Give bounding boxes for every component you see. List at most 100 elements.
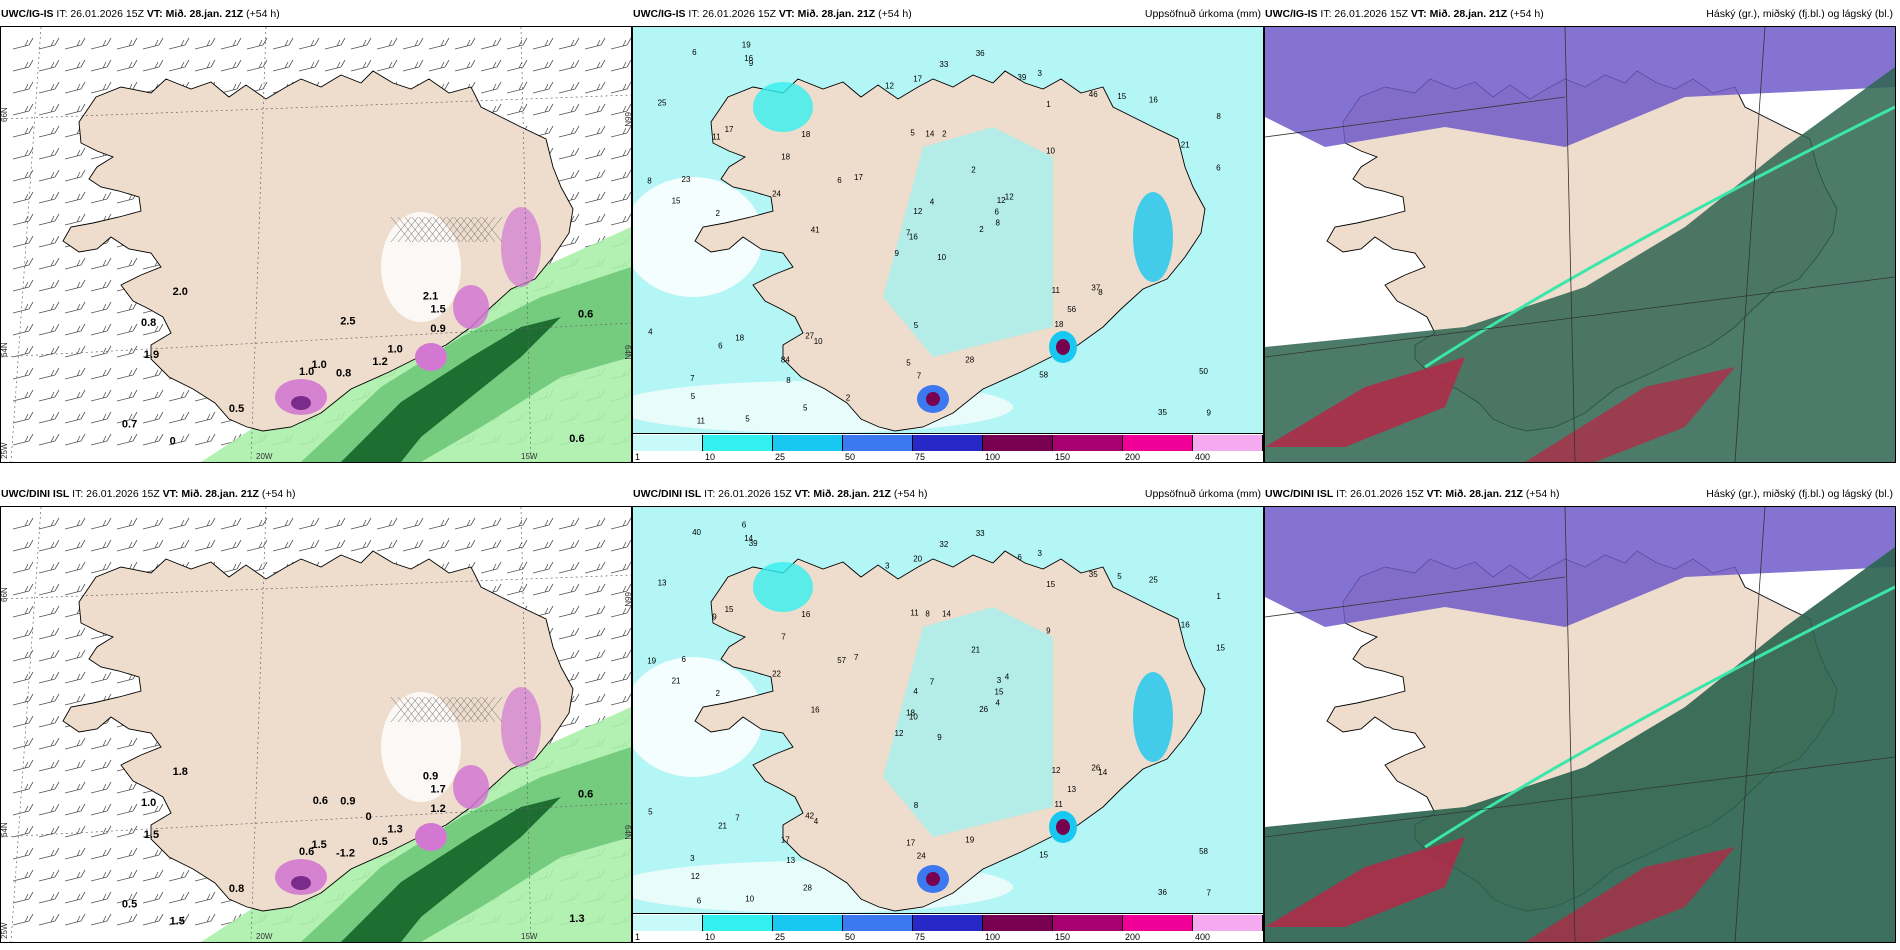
colorbar-swatch [1193,915,1263,931]
wind-barb [90,59,112,72]
value-label: 1.9 [144,349,159,361]
wind-barb [38,781,60,794]
wind-barb [12,103,34,116]
axis-label: 64N [623,345,631,360]
wind-barb [532,517,554,530]
wind-barb [38,627,60,640]
wind-barb [558,583,580,596]
value-label: 6 [697,896,702,905]
wind-barb [64,103,86,116]
wind-barb [12,191,34,204]
wind-barb [610,649,631,662]
wind-barb [64,367,86,380]
low-cloud-area [1525,847,1735,942]
value-label: 7 [1207,889,1212,898]
hatch-line [467,216,489,243]
value-label: 6 [1017,553,1022,562]
map-frame: 66N 64N 25W 20W 15W 66N 64N -1.2 1.0 1.5 0.5 1.3 0.8… [0,506,632,943]
wind-barb [38,759,60,772]
wind-barb [64,847,86,860]
wind-barb [532,583,554,596]
value-label: 1.5 [144,829,159,841]
wind-barb [64,803,86,816]
wind-barb [12,235,34,248]
wind-barb [90,257,112,270]
value-label: 56 [1067,305,1076,314]
value-label: 16 [1181,621,1190,630]
value-label: 14 [1098,768,1107,777]
value-label: 4 [814,817,819,826]
value-label: 5 [803,403,808,412]
wind-barb [12,147,34,160]
precip-cell [1133,192,1173,282]
wind-barb [12,847,34,860]
wind-barb [64,213,86,226]
wind-barb [532,37,554,50]
wind-barb [116,37,138,50]
value-label: 0.6 [313,795,328,807]
wind-barb [454,539,476,552]
hatch-line [481,696,503,723]
wind-barb [272,517,294,530]
panel-title: UWC/IG-IS IT: 26.01.2026 15Z VT: Mið. 28… [1,8,280,20]
wind-barb [584,539,606,552]
wind-barb [584,605,606,618]
wind-barb [116,913,138,926]
wind-barb [116,891,138,904]
value-label: 17 [906,839,915,848]
wind-barb [64,257,86,270]
colorbar-tick: 200 [1125,932,1141,942]
value-label: 3 [1038,69,1043,78]
wind-barb [324,37,346,50]
panel-title: UWC/IG-IS IT: 26.01.2026 15Z VT: Mið. 28… [633,8,912,20]
wind-barb [90,759,112,772]
value-label: 9 [937,733,942,742]
wind-barb [454,59,476,72]
map-frame: 9 9 10 3 3 4 3 14 15 26 39 7 2 1 12 9 10 11 21 7 7 12 13 8 4 14 15… [632,506,1264,943]
value-label: 1.3 [569,913,584,925]
wind-barb [64,323,86,336]
colorbar-swatch [633,435,703,451]
value-label: 9 [1207,409,1212,418]
wind-barb [38,561,60,574]
hatched-area [390,216,503,243]
wind-barb [584,191,606,204]
colorbar-swatch [983,435,1053,451]
value-label: 15 [672,197,681,206]
wind-barb [168,869,190,882]
wind-barb [350,517,372,530]
value-label: 19 [965,836,974,845]
axis-label: 66N [1,107,9,122]
wind-barb [12,583,34,596]
wind-barb [220,517,242,530]
wind-barb [324,59,346,72]
value-label: 11 [1055,800,1064,809]
wind-barb [38,103,60,116]
wind-barb [324,539,346,552]
value-label: 21 [718,821,727,830]
wind-barb [168,891,190,904]
wind-barb [220,59,242,72]
wind-barb [64,279,86,292]
colorbar-tick: 150 [1055,452,1071,462]
colorbar-swatch [703,915,773,931]
wind-barb [90,913,112,926]
value-label: 4 [1005,673,1010,682]
wind-barb [142,891,164,904]
snow-area [501,207,541,287]
panel-variable-title: Háský (gr.), miðský (fj.bl.) og lágský (… [1706,488,1893,500]
wind-barb [116,345,138,358]
wind-barb [558,649,580,662]
wind-barb [168,37,190,50]
value-label: 23 [682,175,691,184]
value-label: 4 [930,198,935,207]
wind-barb [64,869,86,882]
wind-barb [12,825,34,838]
hatch-line [432,216,454,243]
latitude-line [1,94,631,120]
wind-barb [12,781,34,794]
wind-barb [12,561,34,574]
value-label: 0.5 [122,899,137,911]
wind-barb [584,169,606,182]
value-label: 0.5 [372,836,387,848]
